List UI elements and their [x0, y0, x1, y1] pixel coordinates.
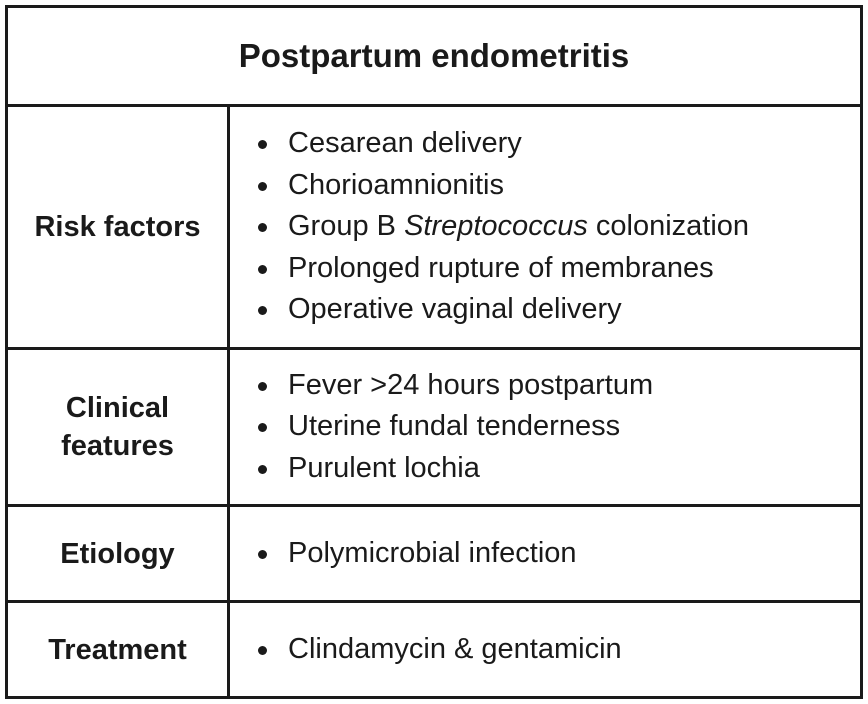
- list-item: Prolonged rupture of membranes: [256, 248, 749, 290]
- row-label-clinical-features: Clinical features: [8, 350, 230, 504]
- list-item-text: Fever >24 hours postpartum: [288, 368, 654, 401]
- row-label-etiology: Etiology: [8, 507, 230, 600]
- table-title: Postpartum endometritis: [8, 8, 860, 107]
- list-item: Operative vaginal delivery: [256, 289, 749, 331]
- list-item-text: Purulent lochia: [288, 451, 480, 484]
- row-label-treatment: Treatment: [8, 603, 230, 696]
- row-etiology: Etiology Polymicrobial infection: [8, 507, 860, 603]
- row-clinical-features: Clinical features Fever >24 hours postpa…: [8, 350, 860, 507]
- row-treatment: Treatment Clindamycin & gentamicin: [8, 603, 860, 696]
- list-item-text: colonization: [587, 210, 750, 243]
- bullet-icon: [258, 264, 267, 274]
- bullet-list: Polymicrobial infection: [256, 533, 577, 575]
- list-item: Fever >24 hours postpartum: [256, 365, 653, 407]
- row-content-treatment: Clindamycin & gentamicin: [230, 603, 860, 696]
- bullet-icon: [258, 181, 267, 191]
- list-item-text: Uterine fundal tenderness: [288, 410, 621, 443]
- list-item: Uterine fundal tenderness: [256, 406, 653, 448]
- row-content-clinical-features: Fever >24 hours postpartum Uterine funda…: [230, 350, 860, 504]
- list-item-text: Clindamycin & gentamicin: [288, 632, 622, 665]
- bullet-icon: [258, 549, 267, 559]
- list-item: Chorioamnionitis: [256, 165, 749, 207]
- row-label-text: Clinical features: [61, 392, 174, 462]
- list-item: Group B Streptococcus colonization: [256, 206, 749, 248]
- list-item-text: Operative vaginal delivery: [288, 293, 622, 326]
- info-table: Postpartum endometritis Risk factors Ces…: [5, 5, 863, 699]
- bullet-icon: [258, 423, 267, 433]
- bullet-icon: [258, 464, 267, 474]
- list-item-text: Cesarean delivery: [288, 127, 522, 160]
- bullet-list: Cesarean delivery Chorioamnionitis Group…: [256, 123, 749, 331]
- bullet-icon: [258, 140, 267, 150]
- row-content-etiology: Polymicrobial infection: [230, 507, 860, 600]
- list-item-text: Chorioamnionitis: [288, 168, 504, 201]
- bullet-list: Fever >24 hours postpartum Uterine funda…: [256, 365, 653, 490]
- list-item-text: Group B: [288, 210, 405, 243]
- list-item-text: Prolonged rupture of membranes: [288, 251, 714, 284]
- bullet-icon: [258, 645, 267, 655]
- row-risk-factors: Risk factors Cesarean delivery Chorioamn…: [8, 107, 860, 350]
- bullet-icon: [258, 306, 267, 316]
- list-item-text: Polymicrobial infection: [288, 536, 577, 569]
- bullet-icon: [258, 381, 267, 391]
- bullet-list: Clindamycin & gentamicin: [256, 629, 622, 671]
- row-label-risk-factors: Risk factors: [8, 107, 230, 347]
- bullet-icon: [258, 223, 267, 233]
- list-item: Polymicrobial infection: [256, 533, 577, 575]
- list-item: Clindamycin & gentamicin: [256, 629, 622, 671]
- list-item: Purulent lochia: [256, 448, 653, 490]
- row-label-text: Etiology: [60, 537, 175, 570]
- row-label-text: Risk factors: [34, 211, 201, 243]
- row-content-risk-factors: Cesarean delivery Chorioamnionitis Group…: [230, 107, 860, 347]
- list-item: Cesarean delivery: [256, 123, 749, 165]
- row-label-text: Treatment: [48, 633, 187, 666]
- list-item-italic-text: Streptococcus: [404, 210, 588, 243]
